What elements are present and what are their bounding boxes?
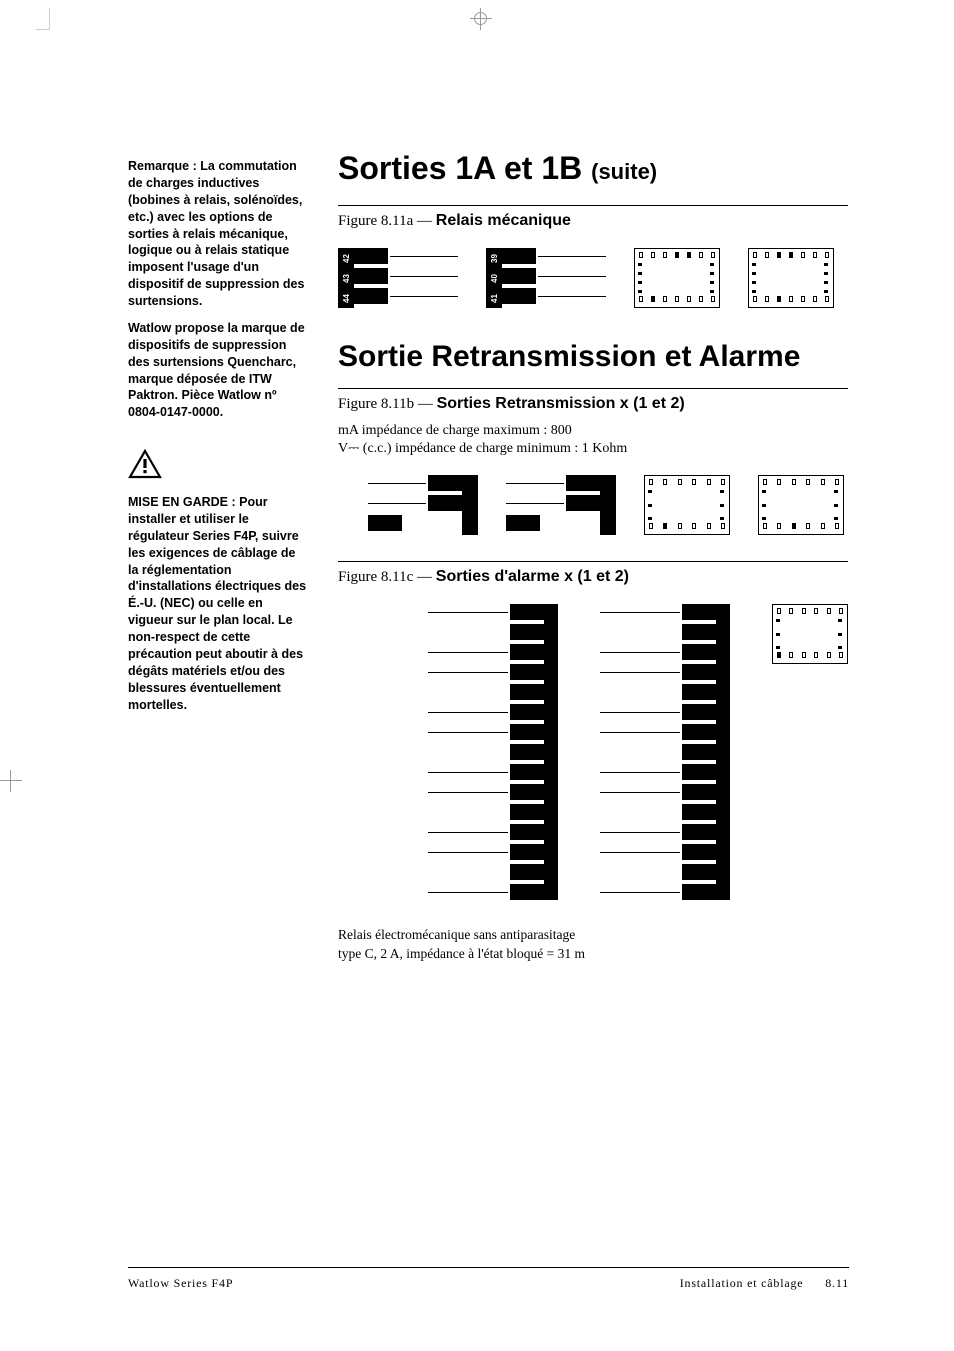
rule-1 bbox=[338, 205, 848, 206]
fig-a-diagrams: 424344 394041 bbox=[338, 248, 848, 308]
rule-2 bbox=[338, 388, 848, 389]
terminal-block-1: 424344 bbox=[338, 248, 458, 308]
fig-b-diagrams bbox=[368, 475, 848, 535]
footer-left: Watlow Series F4P bbox=[128, 1276, 233, 1291]
rule-3 bbox=[338, 561, 848, 562]
fig-c-title: Sorties d'alarme x (1 et 2) bbox=[436, 568, 629, 585]
footer-rule bbox=[128, 1267, 849, 1268]
pcb-icon-3 bbox=[644, 475, 730, 535]
sidebar-notes: Remarque : La commutation de charges ind… bbox=[128, 158, 308, 723]
terminal-block-3 bbox=[368, 475, 478, 535]
title-text: Sorties 1A et 1B bbox=[338, 150, 582, 186]
title-suite: (suite) bbox=[591, 159, 657, 184]
fig-b-title: Sorties Retransmission x (1 et 2) bbox=[437, 395, 685, 412]
footnote-line-2: type C, 2 A, impédance à l'état bloqué =… bbox=[338, 945, 848, 964]
fig-c-footnote: Relais électromécanique sans antiparasit… bbox=[338, 926, 848, 964]
main-content: Sorties 1A et 1B (suite) Figure 8.11a — … bbox=[338, 150, 848, 964]
note-1-lead: Remarque : La bbox=[128, 159, 215, 173]
pcb-icon-5 bbox=[772, 604, 848, 664]
footnote-line-1: Relais électromécanique sans antiparasit… bbox=[338, 926, 848, 945]
fig-c-prefix: Figure 8.11c — bbox=[338, 569, 432, 585]
note-1-body: commutation de charges inductives (bobin… bbox=[128, 159, 304, 308]
pcb-icon-2 bbox=[748, 248, 834, 308]
alarm-terminal-1 bbox=[428, 604, 558, 900]
fig-a-caption: Figure 8.11a — Relais mécanique bbox=[338, 212, 848, 230]
footer-right: Installation et câblage 8.11 bbox=[680, 1276, 849, 1291]
page-title: Sorties 1A et 1B (suite) bbox=[338, 150, 848, 187]
fig-c-caption: Figure 8.11c — Sorties d'alarme x (1 et … bbox=[338, 568, 848, 586]
fig-c-diagrams bbox=[428, 604, 848, 900]
warning-text: MISE EN GARDE : Pour installer et utilis… bbox=[128, 494, 308, 713]
corner-mark bbox=[36, 8, 50, 30]
alarm-terminal-2 bbox=[600, 604, 730, 900]
note-2: Watlow propose la marque de dispositifs … bbox=[128, 320, 308, 421]
note-1: Remarque : La commutation de charges ind… bbox=[128, 158, 308, 310]
crop-mark-left bbox=[0, 770, 22, 792]
page-footer: Watlow Series F4P Installation et câblag… bbox=[128, 1267, 849, 1291]
fig-a-title: Relais mécanique bbox=[436, 212, 571, 229]
terminal-block-2: 394041 bbox=[486, 248, 606, 308]
section-2-title: Sortie Retransmission et Alarme bbox=[338, 340, 848, 374]
pcb-icon-4 bbox=[758, 475, 844, 535]
pcb-icon-1 bbox=[634, 248, 720, 308]
crop-mark-top bbox=[470, 8, 492, 30]
fig-b-prefix: Figure 8.11b — bbox=[338, 396, 433, 412]
spec-2: V⎓ (c.c.) impédance de charge minimum : … bbox=[338, 441, 848, 457]
spec-1: mA impédance de charge maximum : 800 bbox=[338, 423, 848, 439]
terminal-block-4 bbox=[506, 475, 616, 535]
warning-icon bbox=[128, 449, 308, 484]
fig-b-caption: Figure 8.11b — Sorties Retransmission x … bbox=[338, 395, 848, 413]
fig-a-prefix: Figure 8.11a — bbox=[338, 213, 432, 229]
